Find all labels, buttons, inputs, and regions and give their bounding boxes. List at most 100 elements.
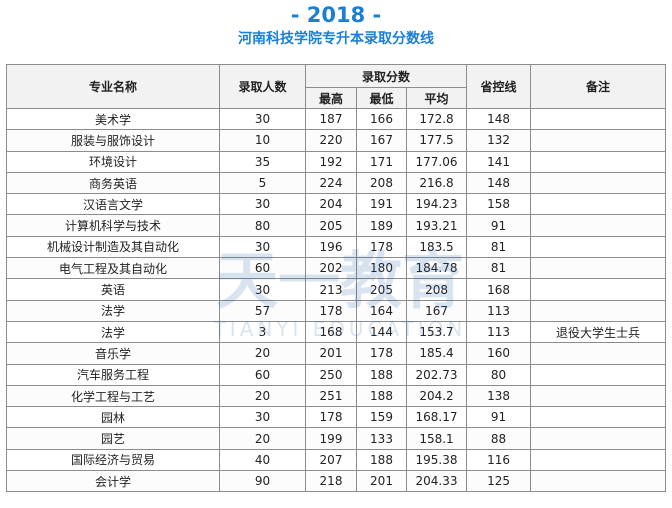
cell-avg: 168.17 xyxy=(405,406,468,429)
table-row: 化学工程与工艺 20 251 188 204.2 138 xyxy=(6,384,667,408)
cell-note xyxy=(530,193,667,216)
table-row: 会计学 90 218 201 204.33 125 xyxy=(6,470,667,493)
cell-major: 汽车服务工程 xyxy=(6,363,220,386)
cell-admitted: 80 xyxy=(219,214,306,237)
col-header-control-line: 省控线 xyxy=(466,64,532,109)
cell-avg: 153.7 xyxy=(405,320,468,344)
cell-max: 187 xyxy=(305,107,357,131)
cell-note xyxy=(530,342,667,365)
cell-control-line: 81 xyxy=(466,235,532,259)
cell-admitted: 3 xyxy=(219,320,306,344)
cell-avg: 184.78 xyxy=(405,257,468,280)
cell-admitted: 35 xyxy=(219,150,306,173)
cell-major: 环境设计 xyxy=(6,150,220,173)
table-row: 美术学 30 187 166 172.8 148 xyxy=(6,107,667,131)
cell-min: 188 xyxy=(356,384,407,408)
cell-major: 园艺 xyxy=(6,427,220,450)
cell-min: 201 xyxy=(356,470,407,493)
cell-admitted: 30 xyxy=(219,107,306,131)
cell-avg: 193.21 xyxy=(405,214,468,237)
cell-note xyxy=(530,470,667,493)
cell-min: 133 xyxy=(356,427,407,450)
cell-note xyxy=(530,406,667,429)
cell-min: 188 xyxy=(356,363,407,386)
cell-note xyxy=(530,257,667,280)
col-header-avg: 平均 xyxy=(405,87,468,109)
cell-admitted: 20 xyxy=(219,342,306,365)
table-row: 园林 30 178 159 168.17 91 xyxy=(6,406,667,429)
cell-control-line: 91 xyxy=(466,406,532,429)
admission-score-table: 专业名称 录取人数 录取分数 省控线 备注 最高 最低 平均 美术学 30 187 1… xyxy=(6,64,667,493)
cell-admitted: 30 xyxy=(219,406,306,429)
cell-max: 196 xyxy=(305,235,357,259)
cell-note xyxy=(530,363,667,386)
col-header-admitted: 录取人数 xyxy=(219,64,306,109)
cell-min: 171 xyxy=(356,150,407,173)
cell-control-line: 148 xyxy=(466,171,532,195)
cell-admitted: 60 xyxy=(219,257,306,280)
table-row: 商务英语 5 224 208 216.8 148 xyxy=(6,171,667,195)
col-header-min: 最低 xyxy=(356,87,407,109)
cell-control-line: 116 xyxy=(466,448,532,472)
cell-avg: 158.1 xyxy=(405,427,468,450)
cell-note xyxy=(530,278,667,301)
cell-max: 178 xyxy=(305,406,357,429)
cell-major: 国际经济与贸易 xyxy=(6,448,220,472)
col-header-note: 备注 xyxy=(530,64,667,109)
cell-min: 180 xyxy=(356,257,407,280)
cell-note xyxy=(530,129,667,152)
page-subtitle: 河南科技学院专升本录取分数线 xyxy=(238,31,434,47)
cell-note xyxy=(530,384,667,408)
cell-control-line: 80 xyxy=(466,363,532,386)
cell-control-line: 160 xyxy=(466,342,532,365)
cell-max: 202 xyxy=(305,257,357,280)
cell-note xyxy=(530,448,667,472)
cell-max: 207 xyxy=(305,448,357,472)
table-body: 美术学 30 187 166 172.8 148 服装与服饰设计 10 220 167 177.5 1… xyxy=(6,107,667,493)
cell-admitted: 90 xyxy=(219,470,306,493)
col-header-scores: 录取分数 xyxy=(304,64,468,88)
cell-major: 计算机科学与技术 xyxy=(6,214,220,237)
cell-note xyxy=(530,107,667,131)
cell-max: 250 xyxy=(305,363,357,386)
cell-admitted: 57 xyxy=(219,299,306,322)
cell-control-line: 113 xyxy=(466,320,532,344)
cell-admitted: 60 xyxy=(219,363,306,386)
table-row: 汽车服务工程 60 250 188 202.73 80 xyxy=(6,363,667,386)
cell-min: 189 xyxy=(356,214,407,237)
year-title: - 2018 - xyxy=(290,3,382,27)
cell-max: 204 xyxy=(305,193,357,216)
cell-major: 法学 xyxy=(6,299,220,322)
cell-major: 商务英语 xyxy=(6,171,220,195)
cell-avg: 185.4 xyxy=(405,342,468,365)
cell-control-line: 132 xyxy=(466,129,532,152)
page-header: - 2018 - 河南科技学院专升本录取分数线 xyxy=(0,0,672,50)
cell-admitted: 30 xyxy=(219,193,306,216)
cell-min: 166 xyxy=(356,107,407,131)
cell-min: 188 xyxy=(356,448,407,472)
cell-admitted: 30 xyxy=(219,235,306,259)
table-row: 英语 30 213 205 208 168 xyxy=(6,278,667,301)
cell-max: 168 xyxy=(305,320,357,344)
cell-avg: 216.8 xyxy=(405,171,468,195)
cell-note xyxy=(530,235,667,259)
table-row: 国际经济与贸易 40 207 188 195.38 116 xyxy=(6,448,667,472)
cell-admitted: 40 xyxy=(219,448,306,472)
cell-max: 178 xyxy=(305,299,357,322)
cell-admitted: 10 xyxy=(219,129,306,152)
cell-control-line: 168 xyxy=(466,278,532,301)
cell-min: 159 xyxy=(356,406,407,429)
cell-min: 191 xyxy=(356,193,407,216)
cell-major: 英语 xyxy=(6,278,220,301)
cell-avg: 177.06 xyxy=(405,150,468,173)
cell-note xyxy=(530,171,667,195)
cell-control-line: 81 xyxy=(466,257,532,280)
cell-avg: 177.5 xyxy=(405,129,468,152)
table-row: 服装与服饰设计 10 220 167 177.5 132 xyxy=(6,129,667,152)
cell-avg: 195.38 xyxy=(405,448,468,472)
cell-control-line: 113 xyxy=(466,299,532,322)
table-row: 法学 3 168 144 153.7 113 退役大学生士兵 xyxy=(6,320,667,344)
table-header-row: 专业名称 录取人数 录取分数 省控线 备注 xyxy=(6,64,667,109)
table-subheader-row: 最高 最低 平均 xyxy=(7,87,666,109)
table-row: 电气工程及其自动化 60 202 180 184.78 81 xyxy=(6,257,667,280)
